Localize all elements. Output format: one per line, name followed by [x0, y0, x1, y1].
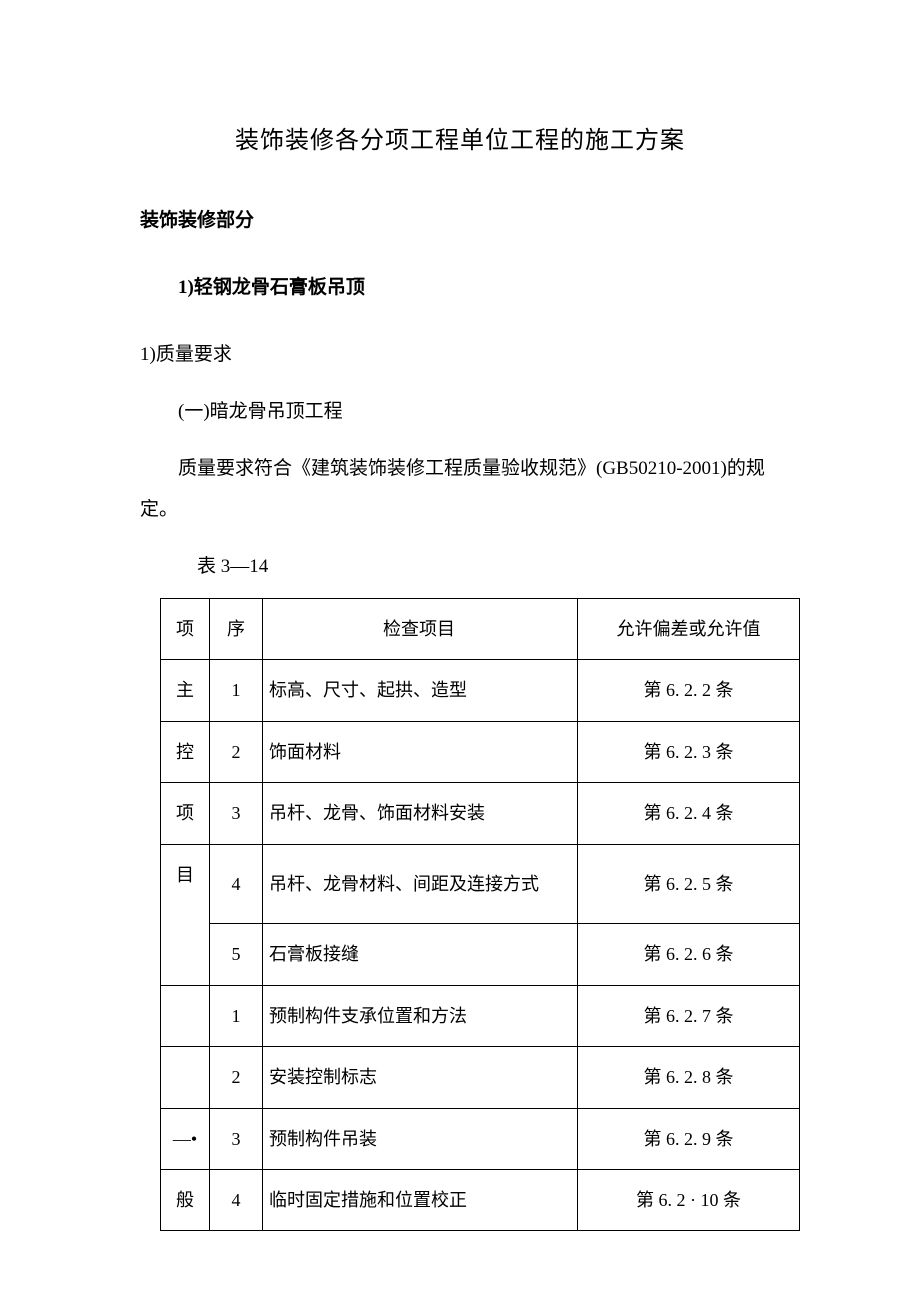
row-index: 5 — [210, 924, 263, 985]
row-index: 3 — [210, 1108, 263, 1169]
table-row: 5 石膏板接缝 第 6. 2. 6 条 — [161, 924, 800, 985]
row-item: 吊杆、龙骨、饰面材料安装 — [263, 783, 578, 844]
row-allowed: 第 6. 2. 8 条 — [578, 1047, 800, 1108]
row-allowed: 第 6. 2 · 10 条 — [578, 1169, 800, 1230]
group-label-char: 般 — [161, 1169, 210, 1230]
group-label-char: 目 — [161, 844, 210, 985]
subsection-1-text: 质量要求符合《建筑装饰装修工程质量验收规范》(GB50210-2001)的规定。 — [140, 448, 780, 532]
row-allowed: 第 6. 2. 2 条 — [578, 660, 800, 721]
row-index: 2 — [210, 1047, 263, 1108]
row-item: 标高、尺寸、起拱、造型 — [263, 660, 578, 721]
row-item: 预制构件支承位置和方法 — [263, 985, 578, 1046]
table-row: 目 4 吊杆、龙骨材料、间距及连接方式 第 6. 2. 5 条 — [161, 844, 800, 924]
row-index: 4 — [210, 1169, 263, 1230]
document-page: 装饰装修各分项工程单位工程的施工方案 装饰装修部分 1)轻钢龙骨石膏板吊顶 1)… — [0, 0, 920, 1301]
header-col1: 项 — [161, 598, 210, 659]
header-col3: 检查项目 — [263, 598, 578, 659]
row-allowed: 第 6. 2. 5 条 — [578, 844, 800, 924]
inspection-table: 项 序 检查项目 允许偏差或允许值 主 1 标高、尺寸、起拱、造型 第 6. 2… — [160, 598, 800, 1231]
table-label: 表 3—14 — [140, 546, 780, 588]
sub-header: 1)轻钢龙骨石膏板吊顶 — [140, 272, 780, 299]
row-index: 1 — [210, 985, 263, 1046]
document-title: 装饰装修各分项工程单位工程的施工方案 — [140, 120, 780, 155]
row-allowed: 第 6. 2. 7 条 — [578, 985, 800, 1046]
table-row: 1 预制构件支承位置和方法 第 6. 2. 7 条 — [161, 985, 800, 1046]
row-item: 石膏板接缝 — [263, 924, 578, 985]
row-item: 安装控制标志 — [263, 1047, 578, 1108]
group-label-char: 项 — [161, 783, 210, 844]
row-item: 饰面材料 — [263, 721, 578, 782]
row-item: 临时固定措施和位置校正 — [263, 1169, 578, 1230]
row-index: 2 — [210, 721, 263, 782]
group-label-char: 控 — [161, 721, 210, 782]
group-label-char — [161, 1047, 210, 1108]
group-label-char: 主 — [161, 660, 210, 721]
table-row: 2 安装控制标志 第 6. 2. 8 条 — [161, 1047, 800, 1108]
table-row: 控 2 饰面材料 第 6. 2. 3 条 — [161, 721, 800, 782]
row-allowed: 第 6. 2. 9 条 — [578, 1108, 800, 1169]
table-row: 项 3 吊杆、龙骨、饰面材料安装 第 6. 2. 4 条 — [161, 783, 800, 844]
row-item: 预制构件吊装 — [263, 1108, 578, 1169]
table-row: —• 3 预制构件吊装 第 6. 2. 9 条 — [161, 1108, 800, 1169]
table-header-row: 项 序 检查项目 允许偏差或允许值 — [161, 598, 800, 659]
group-label-char — [161, 985, 210, 1046]
row-item: 吊杆、龙骨材料、间距及连接方式 — [263, 844, 578, 924]
row-allowed: 第 6. 2. 6 条 — [578, 924, 800, 985]
row-index: 4 — [210, 844, 263, 924]
quality-label: 1)质量要求 — [140, 334, 780, 376]
row-allowed: 第 6. 2. 3 条 — [578, 721, 800, 782]
row-index: 3 — [210, 783, 263, 844]
section-header: 装饰装修部分 — [140, 205, 780, 232]
header-col2: 序 — [210, 598, 263, 659]
table-row: 般 4 临时固定措施和位置校正 第 6. 2 · 10 条 — [161, 1169, 800, 1230]
group-label-char: —• — [161, 1108, 210, 1169]
row-allowed: 第 6. 2. 4 条 — [578, 783, 800, 844]
table-row: 主 1 标高、尺寸、起拱、造型 第 6. 2. 2 条 — [161, 660, 800, 721]
header-col4: 允许偏差或允许值 — [578, 598, 800, 659]
row-index: 1 — [210, 660, 263, 721]
subsection-1: (一)暗龙骨吊顶工程 — [140, 391, 780, 433]
